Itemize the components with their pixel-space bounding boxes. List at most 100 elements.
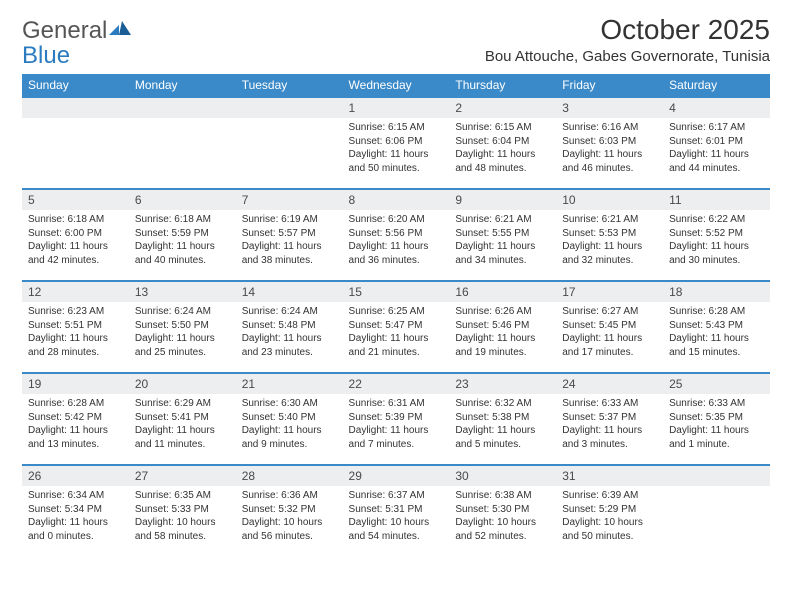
week-row: 5Sunrise: 6:18 AMSunset: 6:00 PMDaylight… (22, 189, 770, 281)
week-row: 1Sunrise: 6:15 AMSunset: 6:06 PMDaylight… (22, 97, 770, 189)
weekday-friday: Friday (556, 74, 663, 97)
day-cell: 13Sunrise: 6:24 AMSunset: 5:50 PMDayligh… (129, 281, 236, 373)
day-number: 6 (129, 190, 236, 210)
day-details: Sunrise: 6:37 AMSunset: 5:31 PMDaylight:… (343, 486, 450, 547)
day-details: Sunrise: 6:33 AMSunset: 5:35 PMDaylight:… (663, 394, 770, 455)
day-cell: 19Sunrise: 6:28 AMSunset: 5:42 PMDayligh… (22, 373, 129, 465)
day-details: Sunrise: 6:29 AMSunset: 5:41 PMDaylight:… (129, 394, 236, 455)
day-number: 1 (343, 98, 450, 118)
day-cell: 26Sunrise: 6:34 AMSunset: 5:34 PMDayligh… (22, 465, 129, 557)
brand-logo: GeneralBlue (22, 14, 131, 68)
day-cell: 20Sunrise: 6:29 AMSunset: 5:41 PMDayligh… (129, 373, 236, 465)
day-number: 17 (556, 282, 663, 302)
month-title: October 2025 (485, 14, 770, 46)
day-cell: 21Sunrise: 6:30 AMSunset: 5:40 PMDayligh… (236, 373, 343, 465)
day-details: Sunrise: 6:15 AMSunset: 6:06 PMDaylight:… (343, 118, 450, 179)
day-number: 9 (449, 190, 556, 210)
day-number: 12 (22, 282, 129, 302)
day-cell: 3Sunrise: 6:16 AMSunset: 6:03 PMDaylight… (556, 97, 663, 189)
day-cell: 23Sunrise: 6:32 AMSunset: 5:38 PMDayligh… (449, 373, 556, 465)
day-number: 29 (343, 466, 450, 486)
day-details: Sunrise: 6:15 AMSunset: 6:04 PMDaylight:… (449, 118, 556, 179)
weekday-saturday: Saturday (663, 74, 770, 97)
day-cell: 9Sunrise: 6:21 AMSunset: 5:55 PMDaylight… (449, 189, 556, 281)
day-details: Sunrise: 6:20 AMSunset: 5:56 PMDaylight:… (343, 210, 450, 271)
day-cell: 4Sunrise: 6:17 AMSunset: 6:01 PMDaylight… (663, 97, 770, 189)
day-cell: 7Sunrise: 6:19 AMSunset: 5:57 PMDaylight… (236, 189, 343, 281)
empty-cell (129, 97, 236, 189)
day-cell: 22Sunrise: 6:31 AMSunset: 5:39 PMDayligh… (343, 373, 450, 465)
day-cell: 15Sunrise: 6:25 AMSunset: 5:47 PMDayligh… (343, 281, 450, 373)
day-number: 3 (556, 98, 663, 118)
day-details: Sunrise: 6:34 AMSunset: 5:34 PMDaylight:… (22, 486, 129, 547)
calendar-body: 1Sunrise: 6:15 AMSunset: 6:06 PMDaylight… (22, 97, 770, 557)
day-cell: 8Sunrise: 6:20 AMSunset: 5:56 PMDaylight… (343, 189, 450, 281)
day-number: 8 (343, 190, 450, 210)
day-number: 23 (449, 374, 556, 394)
day-number: 24 (556, 374, 663, 394)
calendar-page: GeneralBlue October 2025 Bou Attouche, G… (0, 0, 792, 557)
day-details: Sunrise: 6:18 AMSunset: 5:59 PMDaylight:… (129, 210, 236, 271)
day-details: Sunrise: 6:31 AMSunset: 5:39 PMDaylight:… (343, 394, 450, 455)
day-number: 10 (556, 190, 663, 210)
title-block: October 2025 Bou Attouche, Gabes Governo… (485, 14, 770, 65)
weekday-row: SundayMondayTuesdayWednesdayThursdayFrid… (22, 74, 770, 97)
day-details: Sunrise: 6:25 AMSunset: 5:47 PMDaylight:… (343, 302, 450, 363)
day-number: 14 (236, 282, 343, 302)
day-number: 2 (449, 98, 556, 118)
day-number: 11 (663, 190, 770, 210)
day-details: Sunrise: 6:21 AMSunset: 5:53 PMDaylight:… (556, 210, 663, 271)
day-details: Sunrise: 6:21 AMSunset: 5:55 PMDaylight:… (449, 210, 556, 271)
day-details: Sunrise: 6:32 AMSunset: 5:38 PMDaylight:… (449, 394, 556, 455)
day-number: 26 (22, 466, 129, 486)
day-cell: 18Sunrise: 6:28 AMSunset: 5:43 PMDayligh… (663, 281, 770, 373)
week-row: 12Sunrise: 6:23 AMSunset: 5:51 PMDayligh… (22, 281, 770, 373)
day-number: 4 (663, 98, 770, 118)
day-details: Sunrise: 6:28 AMSunset: 5:43 PMDaylight:… (663, 302, 770, 363)
weekday-tuesday: Tuesday (236, 74, 343, 97)
empty-cell (236, 97, 343, 189)
day-cell: 16Sunrise: 6:26 AMSunset: 5:46 PMDayligh… (449, 281, 556, 373)
day-number: 15 (343, 282, 450, 302)
day-cell: 31Sunrise: 6:39 AMSunset: 5:29 PMDayligh… (556, 465, 663, 557)
empty-cell (22, 97, 129, 189)
day-number: 20 (129, 374, 236, 394)
day-details: Sunrise: 6:36 AMSunset: 5:32 PMDaylight:… (236, 486, 343, 547)
day-cell: 30Sunrise: 6:38 AMSunset: 5:30 PMDayligh… (449, 465, 556, 557)
day-details: Sunrise: 6:38 AMSunset: 5:30 PMDaylight:… (449, 486, 556, 547)
day-details: Sunrise: 6:26 AMSunset: 5:46 PMDaylight:… (449, 302, 556, 363)
day-details: Sunrise: 6:35 AMSunset: 5:33 PMDaylight:… (129, 486, 236, 547)
day-cell: 5Sunrise: 6:18 AMSunset: 6:00 PMDaylight… (22, 189, 129, 281)
empty-cell (663, 465, 770, 557)
weekday-monday: Monday (129, 74, 236, 97)
day-cell: 11Sunrise: 6:22 AMSunset: 5:52 PMDayligh… (663, 189, 770, 281)
week-row: 19Sunrise: 6:28 AMSunset: 5:42 PMDayligh… (22, 373, 770, 465)
weekday-sunday: Sunday (22, 74, 129, 97)
day-details: Sunrise: 6:22 AMSunset: 5:52 PMDaylight:… (663, 210, 770, 271)
day-number: 30 (449, 466, 556, 486)
day-details: Sunrise: 6:19 AMSunset: 5:57 PMDaylight:… (236, 210, 343, 271)
day-cell: 14Sunrise: 6:24 AMSunset: 5:48 PMDayligh… (236, 281, 343, 373)
day-details: Sunrise: 6:28 AMSunset: 5:42 PMDaylight:… (22, 394, 129, 455)
day-number: 27 (129, 466, 236, 486)
day-details: Sunrise: 6:23 AMSunset: 5:51 PMDaylight:… (22, 302, 129, 363)
day-details: Sunrise: 6:16 AMSunset: 6:03 PMDaylight:… (556, 118, 663, 179)
week-row: 26Sunrise: 6:34 AMSunset: 5:34 PMDayligh… (22, 465, 770, 557)
day-number: 22 (343, 374, 450, 394)
header: GeneralBlue October 2025 Bou Attouche, G… (22, 14, 770, 68)
day-cell: 29Sunrise: 6:37 AMSunset: 5:31 PMDayligh… (343, 465, 450, 557)
day-details: Sunrise: 6:24 AMSunset: 5:48 PMDaylight:… (236, 302, 343, 363)
day-details: Sunrise: 6:33 AMSunset: 5:37 PMDaylight:… (556, 394, 663, 455)
weekday-thursday: Thursday (449, 74, 556, 97)
day-details: Sunrise: 6:39 AMSunset: 5:29 PMDaylight:… (556, 486, 663, 547)
day-number: 19 (22, 374, 129, 394)
day-number: 25 (663, 374, 770, 394)
day-details: Sunrise: 6:18 AMSunset: 6:00 PMDaylight:… (22, 210, 129, 271)
day-cell: 28Sunrise: 6:36 AMSunset: 5:32 PMDayligh… (236, 465, 343, 557)
day-cell: 25Sunrise: 6:33 AMSunset: 5:35 PMDayligh… (663, 373, 770, 465)
day-details: Sunrise: 6:17 AMSunset: 6:01 PMDaylight:… (663, 118, 770, 179)
day-details: Sunrise: 6:24 AMSunset: 5:50 PMDaylight:… (129, 302, 236, 363)
weekday-wednesday: Wednesday (343, 74, 450, 97)
brand-part2: Blue (22, 42, 70, 69)
location-label: Bou Attouche, Gabes Governorate, Tunisia (485, 48, 770, 65)
